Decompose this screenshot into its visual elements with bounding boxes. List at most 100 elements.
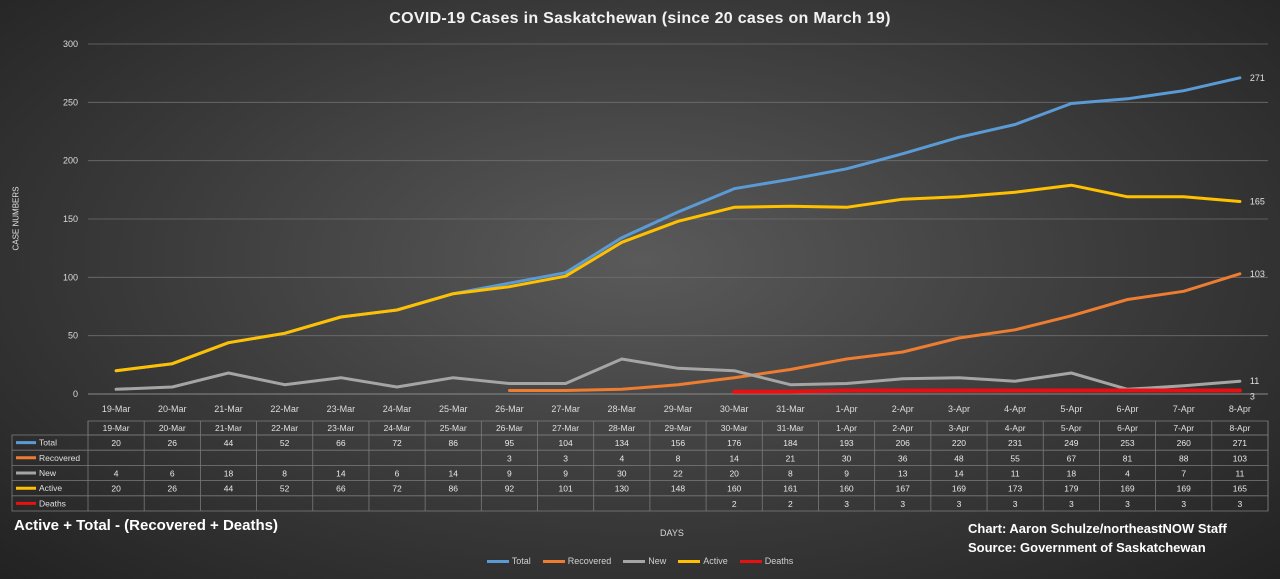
table-cell: 18 [224,469,234,479]
table-cell: 104 [559,438,573,448]
x-tick-label: 23-Mar [327,404,356,414]
table-header-cell: 5-Apr [1061,423,1082,433]
table-cell: 2 [788,499,793,509]
table-header-cell: 3-Apr [949,423,970,433]
table-cell: 169 [1120,484,1134,494]
table-header-cell: 27-Mar [552,423,579,433]
table-cell: 165 [1233,484,1247,494]
formula-note: Active + Total - (Recovered + Deaths) [14,517,278,534]
legend-item: New [623,556,666,566]
table-cell: 86 [449,438,459,448]
table-cell: 169 [1177,484,1191,494]
table-cell: 66 [336,438,346,448]
x-tick-label: 26-Mar [495,404,524,414]
table-cell: 231 [1008,438,1022,448]
table-header-cell: 7-Apr [1173,423,1194,433]
table-cell: 3 [900,499,905,509]
table-cell: 22 [673,469,683,479]
table-header-cell: 6-Apr [1117,423,1138,433]
table-cell: 176 [727,438,741,448]
table-header-cell: 29-Mar [665,423,692,433]
table-cell: 52 [280,438,290,448]
table-cell: 44 [224,484,234,494]
x-tick-label: 24-Mar [383,404,412,414]
table-header-cell: 1-Apr [836,423,857,433]
series-line-total [114,76,1242,373]
table-cell: 14 [729,453,739,463]
table-cell: 4 [114,469,119,479]
table-cell: 179 [1064,484,1078,494]
table-cell: 134 [615,438,629,448]
end-data-label: 11 [1250,376,1259,386]
table-cell: 160 [839,484,853,494]
x-tick-label: 21-Mar [214,404,243,414]
x-tick-label: 8-Apr [1229,404,1251,414]
table-header-cell: 24-Mar [384,423,411,433]
table-row-label: Total [39,438,57,448]
table-header-cell: 25-Mar [440,423,467,433]
table-cell: 206 [896,438,910,448]
table-header-cell: 20-Mar [159,423,186,433]
table-cell: 20 [111,484,121,494]
table-header-cell: 2-Apr [892,423,913,433]
table-cell: 44 [224,438,234,448]
table-cell: 8 [676,453,681,463]
table-cell: 3 [507,453,512,463]
legend-label: Active [703,556,728,566]
table-cell: 6 [170,469,175,479]
table-cell: 2 [732,499,737,509]
table-cell: 20 [729,469,739,479]
table-cell: 271 [1233,438,1247,448]
table-cell: 55 [1010,453,1020,463]
table-cell: 11 [1235,469,1244,479]
table-header-cell: 30-Mar [721,423,748,433]
x-tick-label: 4-Apr [1004,404,1026,414]
end-data-label: 103 [1250,269,1265,279]
legend-item: Active [678,556,728,566]
table-cell: 14 [449,469,459,479]
table-cell: 52 [280,484,290,494]
x-tick-label: 6-Apr [1117,404,1139,414]
table-cell: 66 [336,484,346,494]
table-cell: 249 [1064,438,1078,448]
table-row-label: New [39,468,57,478]
table-cell: 67 [1067,453,1077,463]
legend-item: Recovered [542,556,611,566]
legend-swatch [623,560,646,564]
table-cell: 18 [1067,469,1077,479]
table-cell: 169 [952,484,966,494]
credit-source: Source: Government of Saskatchewan [968,540,1206,555]
x-tick-label: 5-Apr [1060,404,1082,414]
x-tick-label: 20-Mar [158,404,187,414]
table-cell: 20 [111,438,121,448]
table-cell: 9 [507,469,512,479]
x-tick-label: 25-Mar [439,404,468,414]
y-tick-label: 0 [73,389,78,399]
x-tick-label: 28-Mar [608,404,637,414]
table-cell: 161 [783,484,797,494]
table-cell: 160 [727,484,741,494]
table-cell: 9 [844,469,849,479]
x-tick-label: 29-Mar [664,404,693,414]
table-cell: 88 [1179,453,1189,463]
legend-swatch [739,560,762,564]
table-cell: 11 [1011,469,1020,479]
y-tick-label: 50 [68,331,78,341]
chart-title: COVID-19 Cases in Saskatchewan (since 20… [389,10,891,27]
table-cell: 4 [619,453,624,463]
y-tick-label: 150 [63,214,78,224]
table-cell: 30 [842,453,852,463]
chart-legend: Total Recovered New Active Deaths [0,556,1280,566]
table-cell: 86 [449,484,459,494]
table-cell: 193 [839,438,853,448]
table-cell: 3 [957,499,962,509]
credit-note: Chart: Aaron Schulze/northeastNOW Staff … [968,519,1227,557]
table-cell: 72 [392,484,402,494]
table-row-label: Deaths [39,498,66,508]
end-data-label: 271 [1250,73,1265,83]
table-cell: 26 [168,484,178,494]
y-tick-label: 250 [63,97,78,107]
series-line-active [114,183,1242,373]
table-cell: 3 [563,453,568,463]
